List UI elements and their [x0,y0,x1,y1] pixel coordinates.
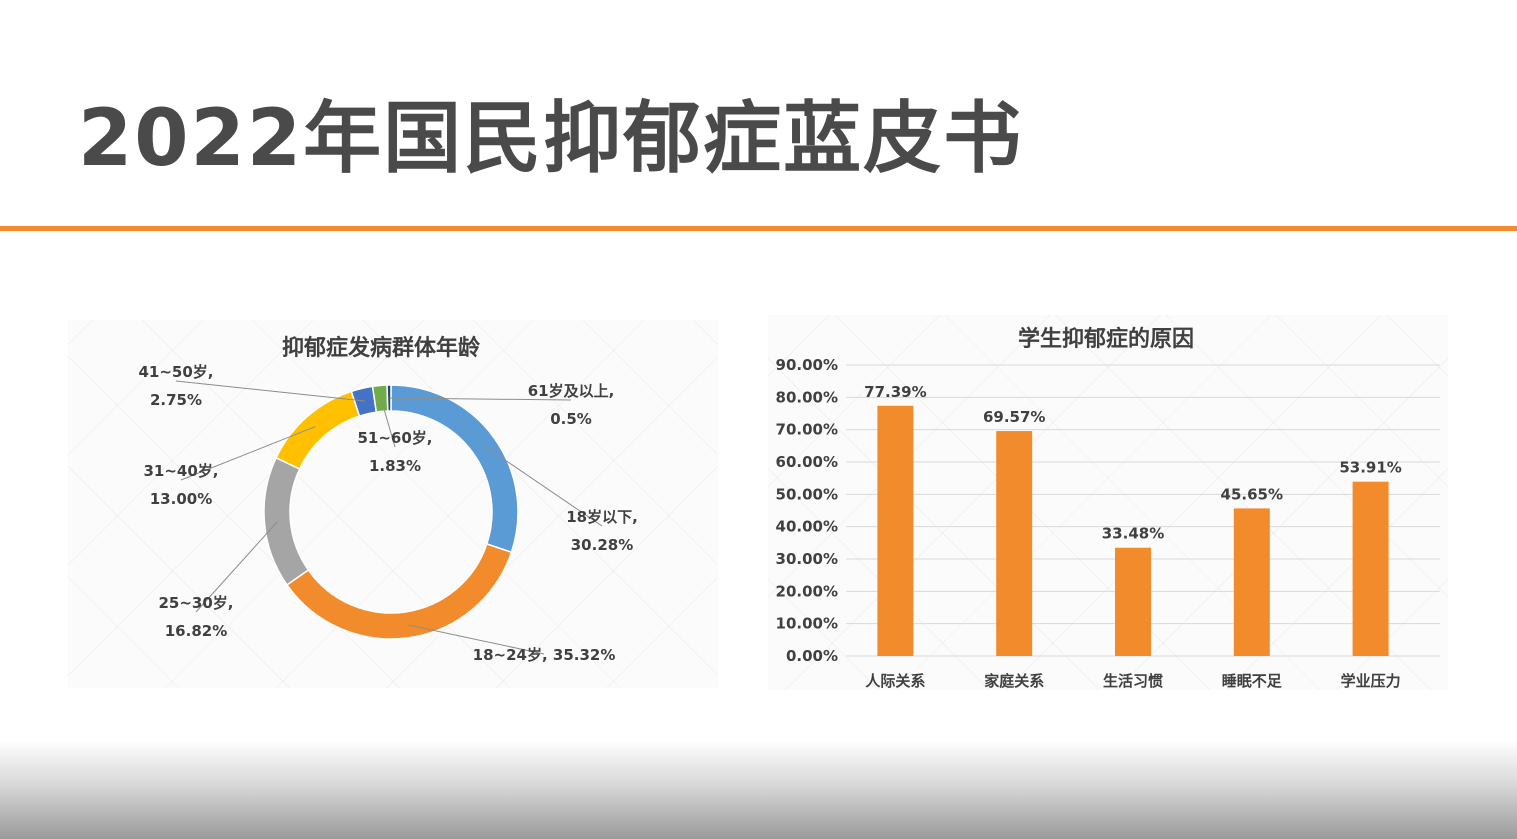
x-category-label-0: 人际关系 [865,672,925,690]
bar-chart-title: 学生抑郁症的原因 [1018,327,1195,352]
title-divider [0,226,1517,231]
donut-value-label-0: 30.28% [571,536,633,554]
slide-title: 2022年国民抑郁症蓝皮书 [78,94,1024,184]
y-tick-label-1: 10.00% [776,615,838,633]
bar-value-label-4: 53.91% [1339,459,1401,477]
donut-label-6: 61岁及以上, [528,382,615,400]
donut-leader-line-5 [380,398,396,448]
x-category-label-3: 睡眠不足 [1222,672,1283,690]
bar-value-label-0: 77.39% [864,383,926,401]
causes-bar-chart: 学生抑郁症的原因 0.00% 10.00% 20.00% 30.00% 40.00% 50… [768,315,1448,690]
donut-value-label-2: 16.82% [165,622,227,640]
y-tick-label-0: 0.00% [786,647,838,665]
x-category-label-2: 生活习惯 [1103,672,1163,690]
y-tick-label-3: 30.00% [776,550,838,568]
bar-0 [877,405,914,656]
donut-value-label-6: 0.5% [550,410,592,428]
donut-leader-line-3 [180,426,316,481]
y-tick-label-5: 50.00% [776,485,838,503]
donut-label-2: 25~30岁, [158,594,233,612]
donut-leader-line-2 [195,521,278,613]
donut-label-0: 18岁以下, [566,508,638,526]
donut-chart-svg: 18岁以下, 30.28% 18~24岁, 35.32% 25~30岁, 16.82% 3… [138,363,638,664]
y-tick-label-9: 90.00% [776,356,838,374]
bar-value-label-3: 45.65% [1221,485,1283,503]
donut-slice-1 [285,543,513,640]
bar-3 [1233,508,1270,656]
y-tick-label-2: 20.00% [776,582,838,600]
bar-4 [1352,481,1389,656]
donut-chart-title: 抑郁症发病群体年龄 [282,336,481,361]
donut-slice-6 [386,384,392,412]
bar-value-label-1: 69.57% [983,408,1045,426]
y-tick-label-4: 40.00% [776,518,838,536]
y-tick-label-7: 70.00% [776,421,838,439]
donut-slice-2 [263,456,310,586]
donut-value-label-4: 2.75% [150,391,202,409]
donut-value-label-3: 13.00% [150,490,212,508]
bar-2 [1115,547,1151,656]
y-tick-label-8: 80.00% [776,388,838,406]
footer-shade [0,740,1517,839]
donut-leader-line-1 [407,624,545,655]
x-category-label-1: 家庭关系 [984,672,1044,690]
x-category-label-4: 学业压力 [1341,672,1401,690]
donut-value-label-5: 1.83% [369,457,421,475]
donut-leader-line-0 [483,444,603,527]
age-donut-chart: 抑郁症发病群体年龄 18岁以下, 30.28% 18~24岁, 35.32% 25~3… [68,320,718,688]
donut-label-1: 18~24岁, 35.32% [473,646,616,664]
donut-label-5: 51~60岁, [357,429,432,447]
donut-leader-line-6 [389,397,572,401]
y-tick-label-6: 60.00% [776,453,838,471]
donut-label-3: 31~40岁, [143,462,218,480]
bar-1 [996,431,1033,656]
donut-leader-line-4 [175,380,365,402]
donut-slice-3 [275,390,361,470]
bar-value-label-2: 33.48% [1102,525,1164,543]
bar-chart-svg: 0.00% 10.00% 20.00% 30.00% 40.00% 50.00% 60.00… [776,356,1440,690]
donut-label-4: 41~50岁, [138,363,213,381]
